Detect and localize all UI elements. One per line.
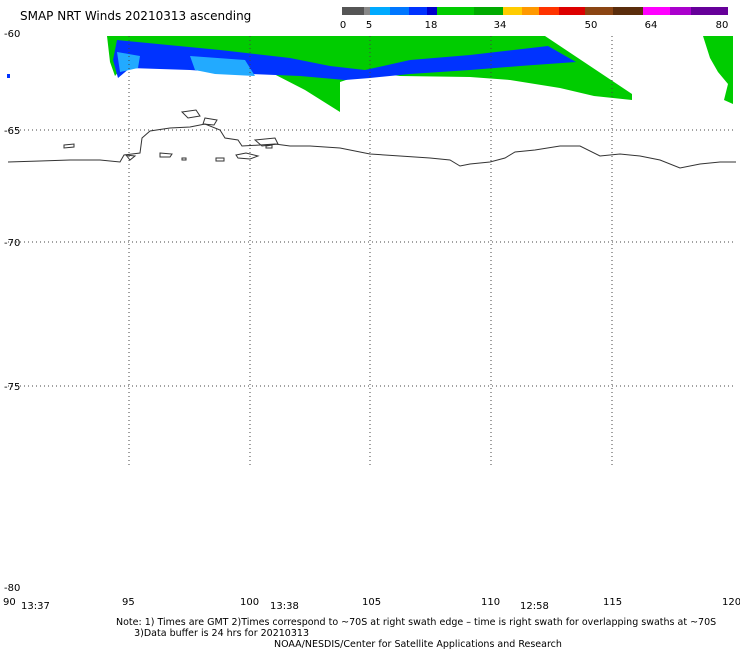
wind-swath-lightblue	[117, 52, 140, 72]
graticule	[8, 36, 736, 466]
colorbar-label: 5	[365, 20, 373, 31]
colorbar-label: 0	[339, 20, 347, 31]
colorbar-segment	[642, 7, 671, 15]
colorbar-label: 80	[715, 20, 729, 31]
colorbar-segment	[538, 7, 560, 15]
antarctic-coastline	[7, 109, 736, 169]
lon-label: 105	[362, 597, 381, 608]
credit-line: NOAA/NESDIS/Center for Satellite Applica…	[274, 639, 562, 650]
colorbar-segment	[690, 7, 728, 15]
wind-swath-lightblue	[190, 56, 255, 76]
colorbar-segment	[670, 7, 691, 15]
colorbar-segment	[585, 7, 613, 15]
colorbar-segment	[364, 7, 370, 15]
lat-label: -80	[4, 583, 20, 594]
lon-label: 120	[722, 597, 740, 608]
wind-swath-green-right	[703, 36, 733, 104]
colorbar-label: 64	[644, 20, 658, 31]
lon-label: 110	[481, 597, 500, 608]
colorbar-segment	[473, 7, 504, 15]
lon-label: 90	[3, 597, 16, 608]
lat-label: -70	[4, 238, 20, 249]
footnote: Note: 1) Times are GMT 2)Times correspon…	[116, 617, 716, 639]
colorbar-label: 34	[493, 20, 507, 31]
colorbar-segment	[559, 7, 586, 15]
colorbar-segment	[612, 7, 643, 15]
wind-swath-speck	[7, 74, 10, 78]
colorbar-segment	[369, 7, 391, 15]
lat-label: -65	[4, 126, 20, 137]
swath-time: 13:37	[21, 601, 50, 612]
lon-label: 115	[603, 597, 622, 608]
colorbar-segment	[390, 7, 409, 15]
map-title: SMAP NRT Winds 20210313 ascending	[20, 9, 252, 23]
colorbar-segment	[522, 7, 539, 15]
lat-label: -60	[4, 29, 20, 40]
lat-label: -75	[4, 382, 20, 393]
colorbar-segment	[427, 7, 437, 15]
colorbar-label: 18	[424, 20, 438, 31]
colorbar-segment	[436, 7, 474, 15]
colorbar-segment	[342, 7, 365, 15]
lon-label: 95	[122, 597, 135, 608]
footnote-line: Note: 1) Times are GMT 2)Times correspon…	[116, 617, 717, 628]
wind-speed-colorbar	[342, 7, 728, 15]
footnote-line: 3)Data buffer is 24 hrs for 20210313	[116, 628, 309, 639]
colorbar-segment	[408, 7, 428, 15]
lon-label: 100	[240, 597, 259, 608]
swath-time: 13:38	[270, 601, 299, 612]
colorbar-label: 50	[584, 20, 598, 31]
wind-swaths	[7, 36, 733, 112]
swath-time: 12:58	[520, 601, 549, 612]
colorbar-segment	[503, 7, 522, 15]
